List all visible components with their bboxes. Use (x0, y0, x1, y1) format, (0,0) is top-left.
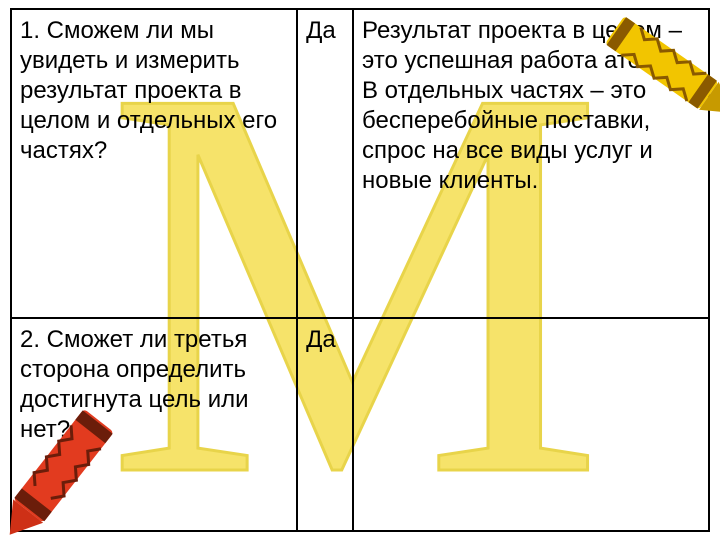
cell-answer: Да (297, 9, 353, 318)
cell-question: 1. Сможем ли мы увидеть и измерить резул… (11, 9, 297, 318)
cell-detail: Результат проекта в целом – это успешная… (353, 9, 709, 318)
cell-detail (353, 318, 709, 531)
cell-question: 2. Сможет ли третья сторона определить д… (11, 318, 297, 531)
table-row: 1. Сможем ли мы увидеть и измерить резул… (11, 9, 709, 318)
smart-table: 1. Сможем ли мы увидеть и измерить резул… (10, 8, 710, 532)
table-row: 2. Сможет ли третья сторона определить д… (11, 318, 709, 531)
table-container: 1. Сможем ли мы увидеть и измерить резул… (10, 8, 710, 532)
cell-answer: Да (297, 318, 353, 531)
